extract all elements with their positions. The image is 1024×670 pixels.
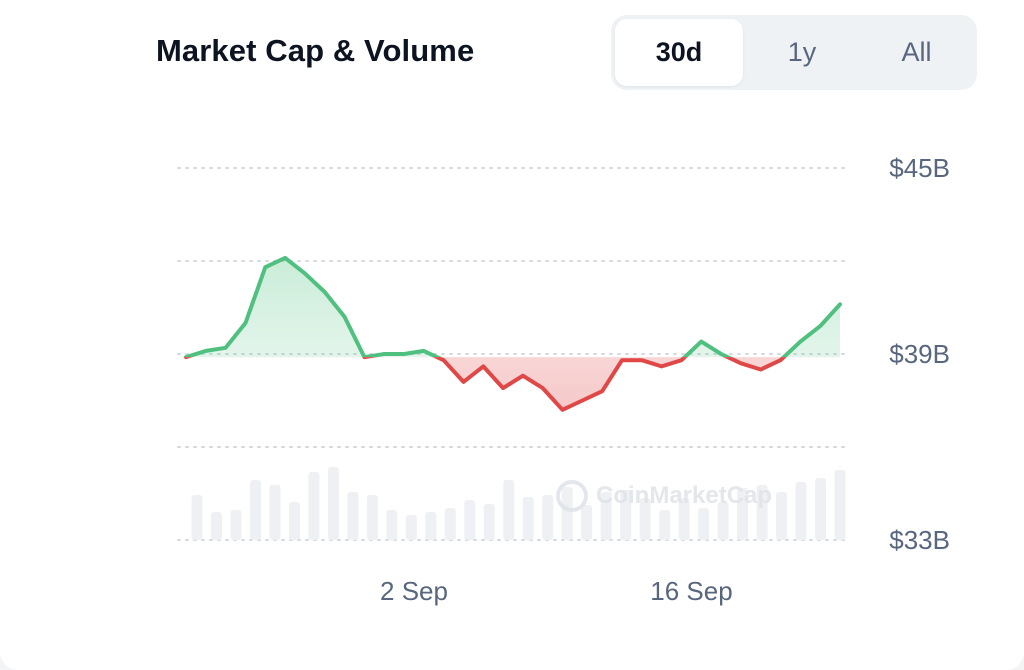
chart-title: Market Cap & Volume [156,33,475,68]
range-tabs: 30d 1y All [611,15,977,90]
line-segment-down [184,357,787,412]
market-cap-line [184,255,842,412]
volume-bar [756,485,768,540]
volume-bar [698,508,710,540]
area-fill-up [186,257,840,358]
volume-bar [776,492,788,540]
volume-bar [327,467,339,540]
volume-bar [464,500,476,540]
tab-1y[interactable]: 1y [787,37,817,67]
volume-bar [366,495,378,540]
x-tick-label: 16 Sep [650,576,732,606]
coinmarketcap-logo-icon [556,480,588,512]
volume-bar [639,498,651,540]
volume-bar [269,485,281,540]
volume-bar [737,488,749,540]
volume-bar [210,512,222,540]
watermark: CoinMarketCap [556,480,772,512]
volume-bar [444,508,456,540]
volume-bar [425,512,437,540]
volume-bar [542,495,554,540]
x-axis-labels: 2 Sep 16 Sep [380,576,733,606]
volume-bar [347,492,359,540]
area-fill-down [437,357,784,410]
area-fill [186,257,840,410]
volume-bar [717,502,729,540]
y-axis-labels: $45B $39B $33B [889,153,950,555]
volume-bars [191,467,846,540]
volume-bar [834,470,846,540]
volume-bar [581,505,593,540]
volume-bar [191,495,203,540]
volume-bar [503,480,515,540]
watermark-text: CoinMarketCap [596,482,773,509]
tab-30d[interactable]: 30d [615,19,743,86]
y-tick-label: $33B [889,525,950,555]
volume-bar [678,498,690,540]
volume-bar [620,490,632,540]
y-tick-label: $45B [889,153,950,183]
volume-bar [288,502,300,540]
line-segment-up [184,255,842,358]
volume-bar [230,510,242,540]
x-tick-label: 2 Sep [380,576,448,606]
volume-bar [405,515,417,540]
volume-bar [522,497,534,540]
volume-bar [386,510,398,540]
y-tick-label: $39B [889,339,950,369]
tab-all[interactable]: All [901,37,932,67]
volume-bar [795,482,807,540]
volume-bar [815,478,827,540]
volume-bar [659,510,671,540]
volume-bar [308,472,320,540]
volume-bar [483,504,495,540]
volume-bar [249,480,261,540]
volume-bar [600,492,612,540]
